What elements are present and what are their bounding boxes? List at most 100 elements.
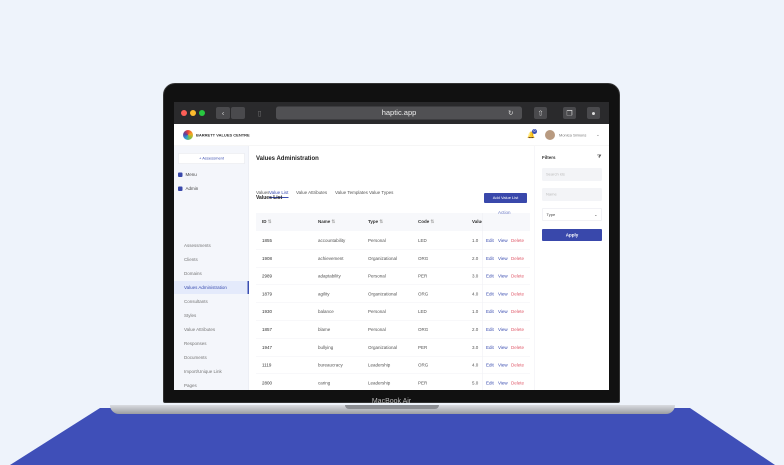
column-header[interactable]: Name ⇅ xyxy=(318,219,335,225)
column-label: Value xyxy=(472,219,482,224)
tab[interactable]: Value Types xyxy=(369,190,394,195)
download-icon[interactable]: ● xyxy=(587,107,600,119)
tab[interactable]: Value List xyxy=(269,190,289,198)
sort-icon: ⇅ xyxy=(430,219,435,224)
type-select[interactable]: Type ⌄ xyxy=(542,208,602,221)
column-header[interactable]: Code ⇅ xyxy=(418,219,434,225)
delete-link[interactable]: Delete xyxy=(511,291,525,297)
view-link[interactable]: View xyxy=(498,238,508,243)
view-link[interactable]: View xyxy=(498,380,508,386)
table-row[interactable] xyxy=(256,321,530,339)
sidebar-item[interactable]: Documents xyxy=(184,355,207,360)
table-header xyxy=(256,213,530,231)
column-label: Name xyxy=(318,219,331,224)
table-row[interactable] xyxy=(256,357,530,375)
delete-link[interactable]: Delete xyxy=(511,380,525,386)
column-header[interactable]: ID ⇅ xyxy=(262,219,272,225)
delete-link[interactable]: Delete xyxy=(511,344,525,350)
table-row[interactable] xyxy=(256,232,530,250)
back-button[interactable]: ‹ xyxy=(216,107,230,119)
view-link[interactable]: View xyxy=(498,327,508,332)
maximize-window-icon[interactable] xyxy=(199,110,205,116)
share-icon[interactable]: ⇧ xyxy=(534,107,547,119)
sidebar-toggle-icon[interactable]: ▯ xyxy=(257,109,262,117)
minimize-window-icon[interactable] xyxy=(190,110,196,116)
avatar[interactable] xyxy=(545,130,555,140)
user-name[interactable]: Monica Simons xyxy=(559,133,587,138)
table-row[interactable] xyxy=(256,303,530,321)
app-header: BARRETT VALUES CENTRE 🔔 0 Monica Simons … xyxy=(174,124,609,146)
view-link[interactable]: View xyxy=(498,309,508,315)
delete-link[interactable]: Delete xyxy=(511,309,525,315)
sidebar-item[interactable]: Domains xyxy=(184,271,202,276)
sidebar-item[interactable]: Assessments xyxy=(184,243,211,248)
search-ids-input[interactable]: Search ids xyxy=(542,168,602,181)
table-cell: LED xyxy=(418,309,427,315)
name-input[interactable]: Name xyxy=(542,188,602,201)
tabs-icon[interactable]: ❐ xyxy=(563,107,576,119)
view-link[interactable]: View xyxy=(498,362,508,368)
filter-icon[interactable]: ⧩ xyxy=(597,154,602,160)
add-value-list-button[interactable]: Add Value List xyxy=(484,193,527,203)
sidebar-item[interactable]: Value Attributes xyxy=(184,327,216,332)
table-row[interactable] xyxy=(256,285,530,303)
table-row[interactable] xyxy=(256,339,530,357)
delete-link[interactable]: Delete xyxy=(511,362,525,368)
table-cell: 1930 xyxy=(262,309,273,315)
edit-link[interactable]: Edit xyxy=(486,273,494,279)
new-assessment-button[interactable]: + Assessment xyxy=(178,153,245,164)
table-cell: accountability xyxy=(318,238,346,243)
section-label: Admin xyxy=(185,186,199,191)
sidebar-section-menu[interactable]: Menu xyxy=(178,172,197,178)
table-row[interactable] xyxy=(256,268,530,286)
sidebar-item[interactable]: Styles xyxy=(184,313,197,318)
sidebar-item[interactable]: Import/Unique Link xyxy=(184,369,222,374)
forward-button[interactable] xyxy=(231,107,245,119)
edit-link[interactable]: Edit xyxy=(486,255,494,261)
sidebar-section-admin[interactable]: Admin xyxy=(178,186,199,192)
view-link[interactable]: View xyxy=(498,273,508,279)
bell-icon[interactable]: 🔔 xyxy=(527,131,536,139)
delete-link[interactable]: Delete xyxy=(511,238,525,243)
column-header[interactable]: Type ⇅ xyxy=(368,219,383,225)
close-window-icon[interactable] xyxy=(181,110,187,116)
tab[interactable]: Value Attributes xyxy=(296,190,328,195)
url-bar[interactable]: haptic.app xyxy=(276,106,522,120)
edit-link[interactable]: Edit xyxy=(486,327,494,332)
table-cell: Organizational xyxy=(368,344,398,350)
sidebar-item[interactable]: Values Administration xyxy=(174,281,249,294)
table-cell: adaptability xyxy=(318,273,341,279)
column-header[interactable]: Value xyxy=(472,219,482,224)
sidebar-item[interactable]: Clients xyxy=(184,257,198,262)
table-cell: Personal xyxy=(368,309,386,315)
tab[interactable]: Value Templates xyxy=(335,190,368,195)
tab[interactable]: Values xyxy=(256,190,270,195)
apply-button[interactable]: Apply xyxy=(542,229,602,241)
view-link[interactable]: View xyxy=(498,344,508,350)
table-cell: LED xyxy=(418,238,427,243)
edit-link[interactable]: Edit xyxy=(486,362,494,368)
delete-link[interactable]: Delete xyxy=(511,255,525,261)
chevron-down-icon[interactable]: ⌄ xyxy=(596,132,600,137)
page-title: Values Administration xyxy=(256,154,319,162)
edit-link[interactable]: Edit xyxy=(486,309,494,315)
edit-link[interactable]: Edit xyxy=(486,291,494,297)
view-link[interactable]: View xyxy=(498,255,508,261)
edit-link[interactable]: Edit xyxy=(486,344,494,350)
table-row[interactable] xyxy=(256,250,530,268)
browser-toolbar: ‹ ▯ haptic.app ↻ ⇧ ❐ ● xyxy=(174,102,609,124)
filters-title: Filters xyxy=(542,155,556,160)
sidebar-item[interactable]: Consultants xyxy=(184,299,208,304)
table-cell: Leadership xyxy=(368,380,391,386)
reload-icon[interactable]: ↻ xyxy=(508,109,514,117)
delete-link[interactable]: Delete xyxy=(511,327,525,332)
sidebar-item[interactable]: Responses xyxy=(184,341,207,346)
delete-link[interactable]: Delete xyxy=(511,273,525,279)
list-title: Values List xyxy=(256,195,283,201)
view-link[interactable]: View xyxy=(498,291,508,297)
edit-link[interactable]: Edit xyxy=(486,380,494,386)
table-cell: agility xyxy=(318,291,330,297)
edit-link[interactable]: Edit xyxy=(486,238,494,243)
sidebar-item[interactable]: Pages xyxy=(184,383,197,388)
